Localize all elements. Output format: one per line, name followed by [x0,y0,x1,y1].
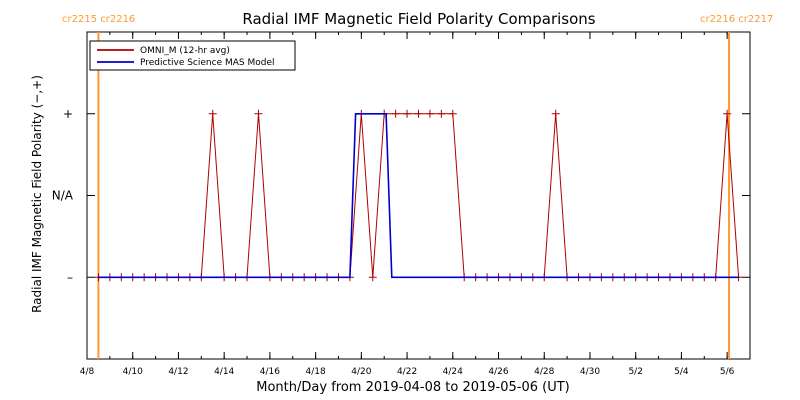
x-tick-label: 4/20 [351,367,371,377]
x-tick-label: 4/22 [397,367,417,377]
x-tick-label: 5/4 [674,367,689,377]
x-tick-label: 4/14 [214,367,234,377]
x-tick-label: 4/16 [260,367,280,377]
y-axis-label: Radial IMF Magnetic Field Polarity (−,+) [30,75,44,313]
mas-series-line [98,113,739,279]
chart-title: Radial IMF Magnetic Field Polarity Compa… [242,10,595,28]
plot-frame [86,31,751,360]
omni-point [425,109,434,118]
omni-series-line [98,113,740,278]
x-tick-label: 4/10 [123,367,143,377]
y-tick-label: N/A [52,189,74,203]
omni-point [437,109,446,118]
omni-point [403,109,412,118]
y-tick-label: – [67,270,73,284]
x-tick-label: 4/24 [443,367,463,377]
omni-point [551,109,560,118]
x-tick-label: 4/12 [168,367,188,377]
legend-label: OMNI_M (12-hr avg) [140,46,230,56]
x-tick-label: 4/30 [580,367,600,377]
x-tick-label: 4/26 [488,367,508,377]
omni-point [368,273,377,282]
omni-point [208,109,217,118]
legend-label: Predictive Science MAS Model [140,58,275,68]
x-tick-label: 4/18 [306,367,326,377]
omni-point [254,109,263,118]
carrington-label: cr2215 cr2216 [62,14,135,25]
plot-area: 4/8 4/10 4/12 4/14 4/16 4/18 4/20 4/22 4/24 4/26 4… [52,14,774,377]
y-tick-label: + [63,107,73,121]
legend-box [89,40,296,71]
x-tick-label: 4/8 [80,367,95,377]
x-tick-label: 5/6 [720,367,735,377]
x-axis-label: Month/Day from 2019-04-08 to 2019-05-06 … [256,380,569,395]
carrington-label: cr2216 cr2217 [700,14,773,25]
x-tick-label: 5/2 [628,367,642,377]
omni-point [414,109,423,118]
omni-point [723,109,732,118]
x-tick-label: 4/28 [534,367,554,377]
omni-point [448,109,457,118]
omni-point [391,109,400,118]
